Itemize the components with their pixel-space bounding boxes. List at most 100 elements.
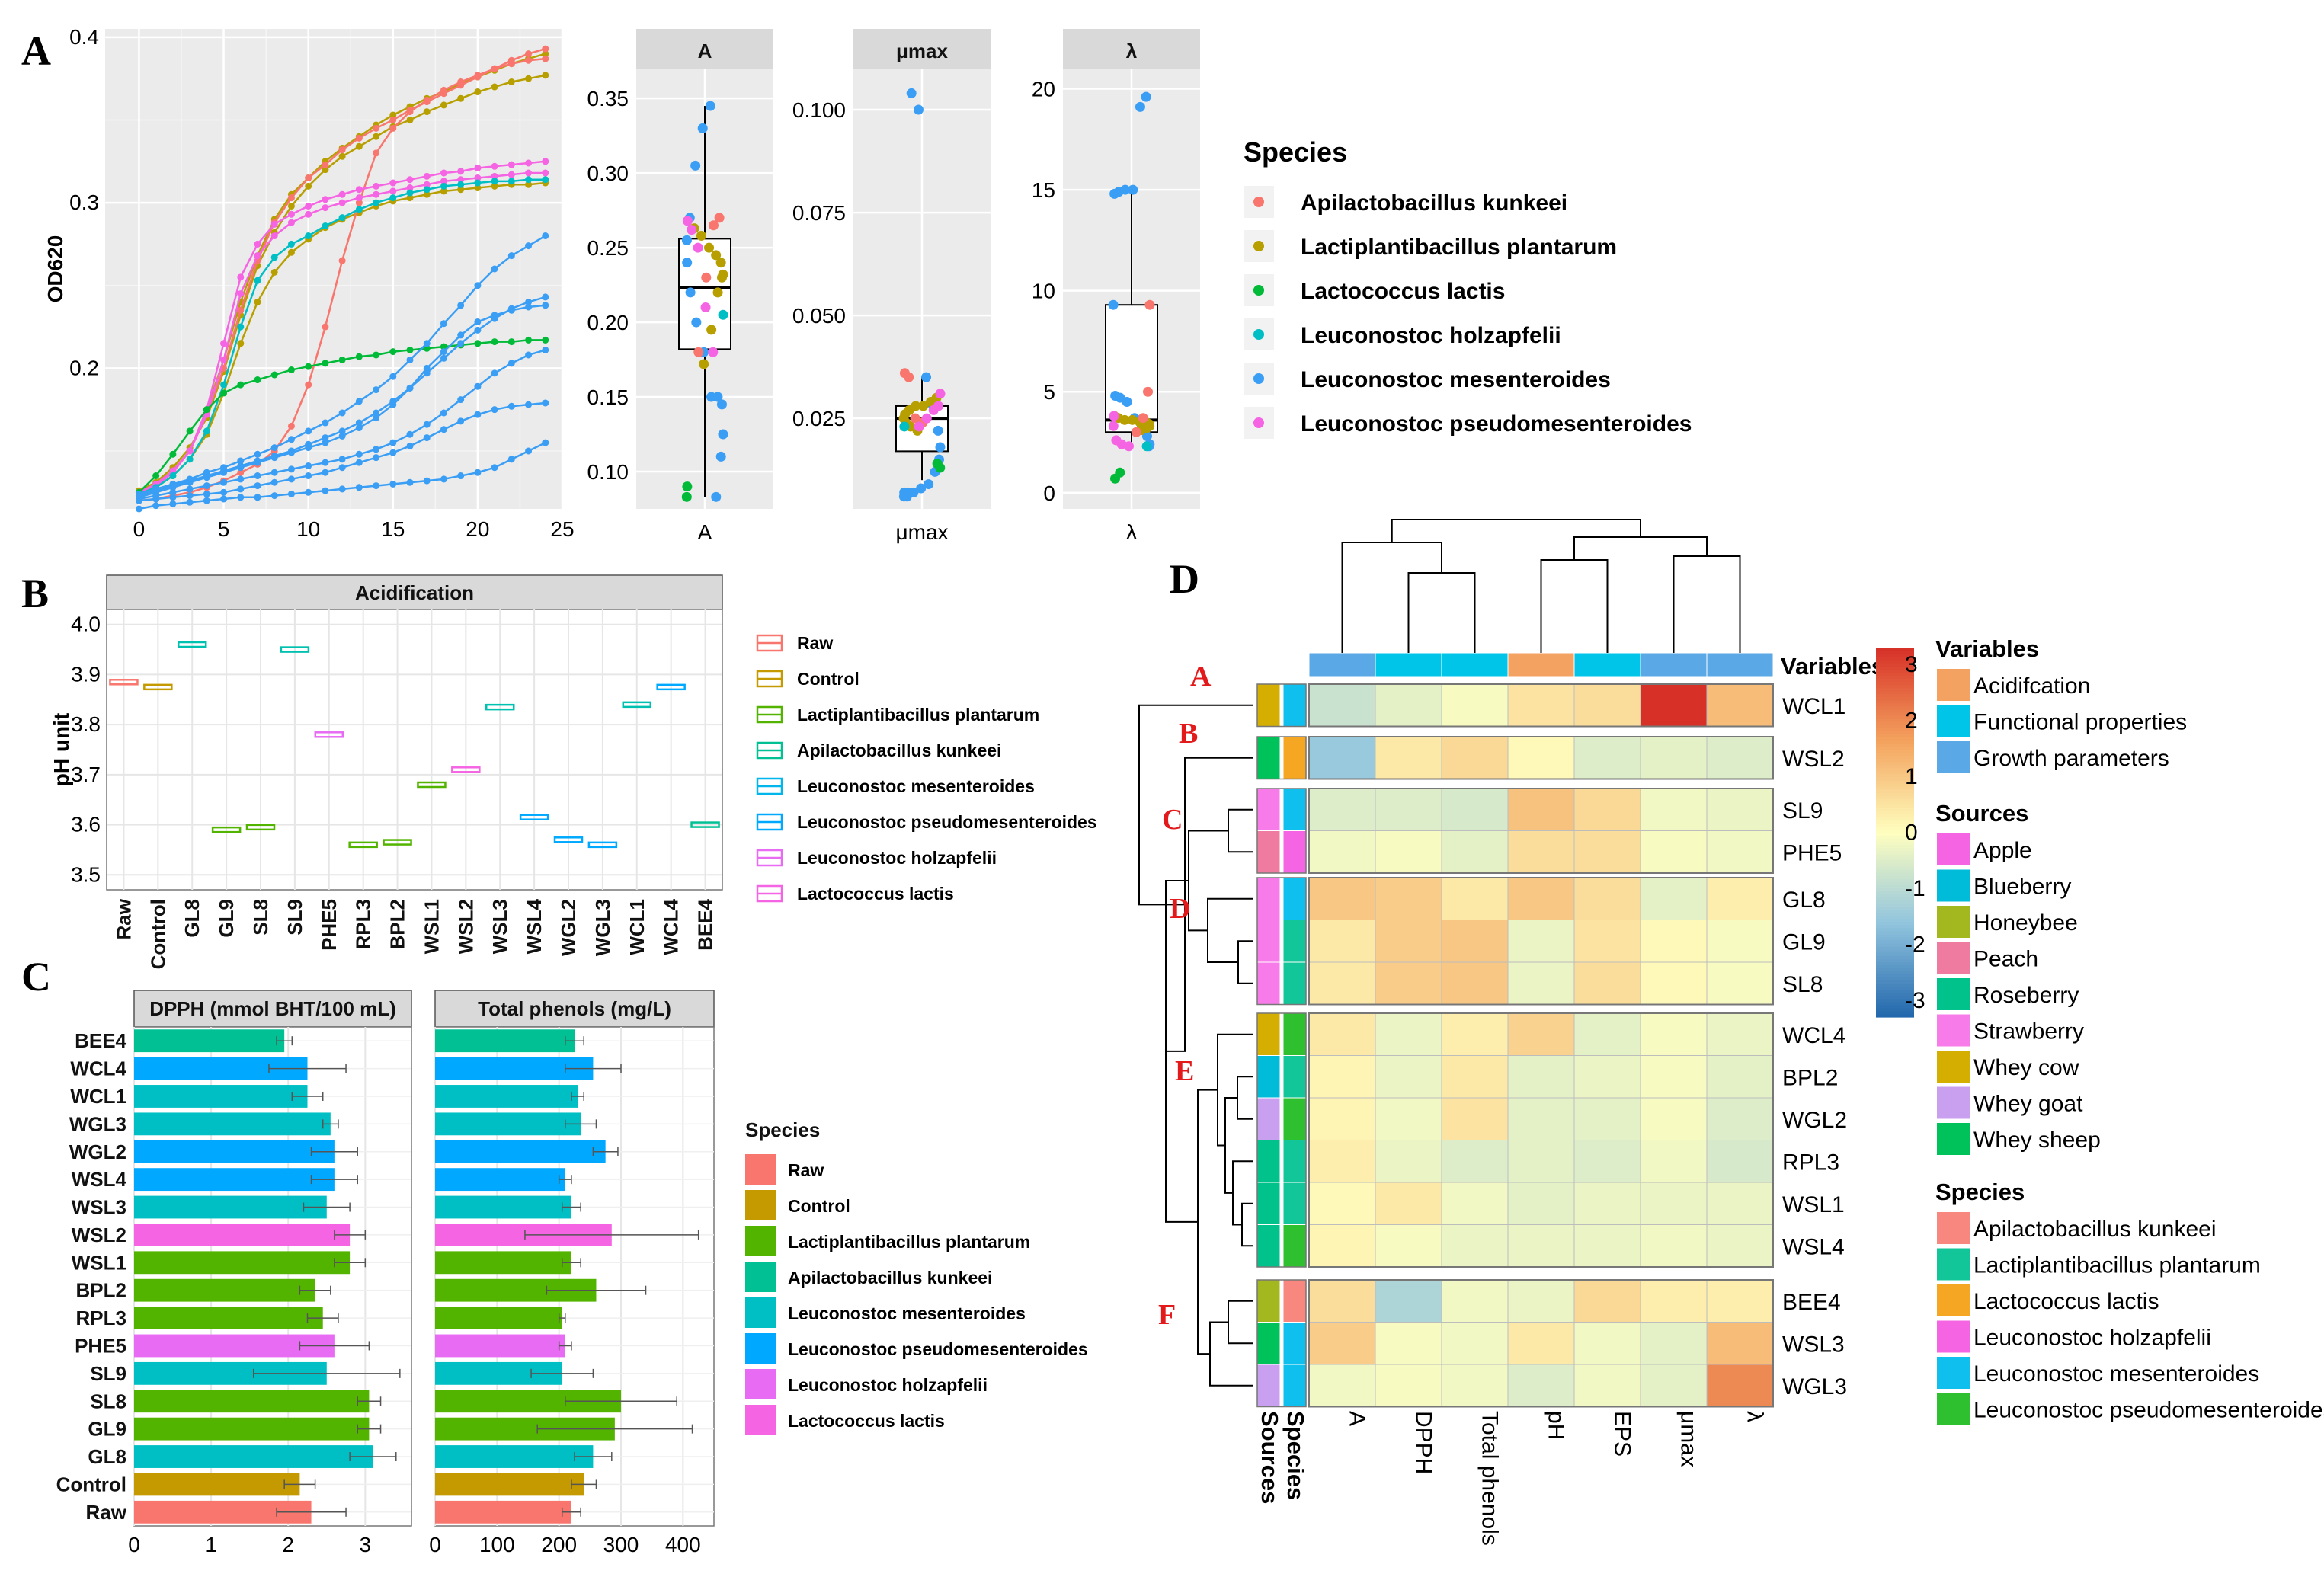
legend-label: Lactiplantibacillus plantarum <box>1973 1253 2261 1278</box>
bar <box>134 1417 370 1441</box>
block-border <box>1308 1279 1774 1408</box>
colorbar-segment <box>1876 853 1914 858</box>
heatmap-cell <box>1507 1140 1575 1183</box>
data-point <box>682 481 693 492</box>
bar <box>435 1085 578 1108</box>
growth-point <box>525 169 533 177</box>
growth-point <box>389 348 397 356</box>
boxplot-a: A 0.10 0.15 0.20 0.25 0.30 0.35 A <box>587 29 773 544</box>
heatmap-cell <box>1308 961 1376 1005</box>
growth-point <box>338 432 346 440</box>
source-annotation <box>1256 920 1281 963</box>
colorbar-segment <box>1876 752 1914 757</box>
data-point <box>693 242 703 253</box>
row-dendrogram <box>1237 1076 1253 1120</box>
heatmap-cell <box>1706 830 1774 874</box>
y-tick-label: 0.075 <box>792 201 846 225</box>
heatmap-cell <box>1507 788 1575 831</box>
growth-point <box>305 427 312 435</box>
data-point <box>913 104 924 115</box>
ph-box <box>485 703 515 711</box>
heatmap-cell <box>1573 920 1641 963</box>
growth-point <box>491 182 498 190</box>
y-tick-label: WSL3 <box>72 1196 126 1219</box>
bar <box>134 1307 323 1330</box>
y-tick-label: 0.20 <box>587 311 629 334</box>
colorbar-segment <box>1876 690 1914 695</box>
bar <box>435 1473 584 1496</box>
legend-label: Leuconostoc holzapfelii <box>797 848 997 868</box>
heatmap-cell <box>1706 1097 1774 1140</box>
plot-background <box>106 609 723 891</box>
growth-point <box>254 252 261 260</box>
growth-point <box>406 184 414 192</box>
growth-point <box>152 495 160 503</box>
colorbar-segment <box>1876 693 1914 698</box>
y-tick-label: 3.5 <box>71 862 101 886</box>
colorbar-segment <box>1876 755 1914 760</box>
x-tick-label: SL9 <box>283 899 306 936</box>
growth-point <box>542 302 549 309</box>
legend-label: Honeybee <box>1973 910 2078 936</box>
legend-key <box>1937 1014 1970 1047</box>
y-tick-label: 3.8 <box>71 712 101 736</box>
colorbar-segment <box>1876 761 1914 766</box>
colorbar-segment <box>1876 705 1914 710</box>
data-point <box>716 399 727 410</box>
data-point <box>1122 396 1132 407</box>
data-point <box>935 442 946 453</box>
species-annotation <box>1282 736 1307 779</box>
y-tick-label: SL9 <box>90 1362 126 1385</box>
growth-point <box>305 210 312 218</box>
legend-key <box>745 1262 776 1292</box>
growth-point <box>322 196 329 203</box>
growth-point <box>355 484 363 491</box>
colorbar-segment <box>1876 687 1914 692</box>
ph-box <box>690 821 720 828</box>
growth-point <box>406 430 414 438</box>
column-label: EPS <box>1610 1411 1635 1457</box>
growth-point <box>322 360 329 367</box>
colorbar-segment <box>1876 681 1914 686</box>
colorbar-segment <box>1876 856 1914 861</box>
growth-point <box>457 396 465 404</box>
colorbar-segment <box>1876 894 1914 897</box>
colorbar-segment <box>1876 808 1914 811</box>
growth-point <box>440 187 447 195</box>
growth-point <box>355 199 363 206</box>
legend-label: Apple <box>1973 838 2032 863</box>
growth-point <box>355 206 363 213</box>
colorbar-segment <box>1876 660 1914 664</box>
colorbar-segment <box>1876 850 1914 855</box>
bar <box>134 1223 351 1246</box>
heatmap-cell <box>1441 683 1509 727</box>
heatmap-cell <box>1640 1364 1708 1407</box>
data-point <box>700 302 711 312</box>
colorbar-segment <box>1876 663 1914 667</box>
data-point <box>681 491 692 502</box>
y-tick-label: 0.10 <box>587 460 629 484</box>
x-tick-label: 0 <box>128 1533 140 1556</box>
y-tick-label: 3.9 <box>71 662 101 686</box>
legend-label: Leuconostoc mesenteroides <box>1301 367 1611 392</box>
annotation-title: Variables <box>1781 653 1884 680</box>
growth-point <box>287 240 295 248</box>
species-legend-a: Species Apilactobacillus kunkeei Lactiplan… <box>1244 136 1692 439</box>
legend-label: Leuconostoc mesenteroides <box>1973 1361 2259 1387</box>
colorbar-segment <box>1876 1004 1914 1009</box>
data-point <box>716 272 727 283</box>
y-tick-label: WSL1 <box>72 1251 126 1274</box>
heatmap-cell <box>1375 1012 1442 1056</box>
colorbar-segment <box>1876 915 1914 920</box>
growth-point <box>440 348 447 356</box>
heatmap-cell <box>1308 1182 1376 1225</box>
y-tick-label: WCL4 <box>70 1057 126 1080</box>
legend-title: Species <box>1244 136 1347 168</box>
data-point <box>704 242 715 253</box>
legend-key <box>745 1190 776 1220</box>
row-label: WGL3 <box>1782 1374 1847 1399</box>
colorbar-label: -2 <box>1905 932 1925 957</box>
y-tick-label: RPL3 <box>76 1307 126 1329</box>
growth-point <box>542 346 549 353</box>
x-tick-label: WCL1 <box>626 899 648 955</box>
